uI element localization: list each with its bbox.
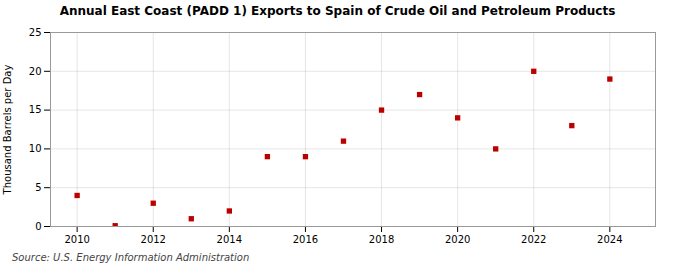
svg-text:10: 10: [29, 143, 42, 154]
svg-text:20: 20: [29, 66, 42, 77]
svg-text:2010: 2010: [64, 234, 89, 245]
svg-text:25: 25: [29, 27, 42, 38]
html-text:Annual East Coast (PADD 1) Exp: Annual East Coast (PADD 1) Exports to Sp…: [59, 4, 616, 18]
svg-text:2020: 2020: [445, 234, 470, 245]
svg-text:2016: 2016: [293, 234, 318, 245]
svg-text:2014: 2014: [217, 234, 242, 245]
html-text:Source: U.S. Energy Informatio: Source: U.S. Energy Information Administ…: [12, 252, 250, 263]
svg-text:5: 5: [35, 182, 41, 193]
svg-text:2018: 2018: [369, 234, 394, 245]
svg-text:2024: 2024: [597, 234, 622, 245]
svg-text:0: 0: [35, 221, 41, 232]
svg-text:2012: 2012: [141, 234, 166, 245]
svg-text:Thousand Barrels per Day: Thousand Barrels per Day: [2, 65, 13, 196]
svg-text:2022: 2022: [521, 234, 546, 245]
svg-text:15: 15: [29, 104, 42, 115]
